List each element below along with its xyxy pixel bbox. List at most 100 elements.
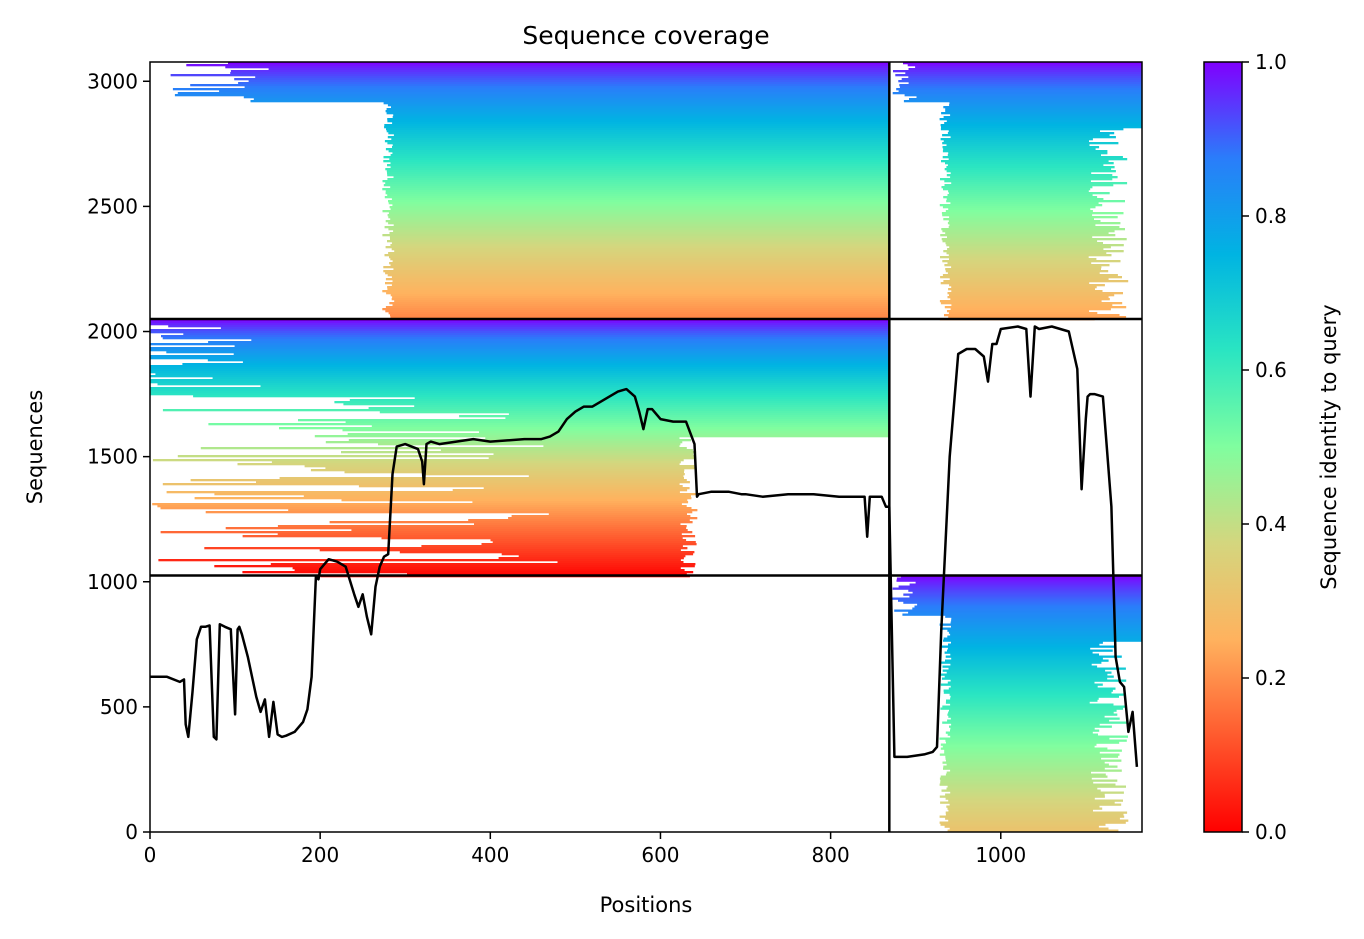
heatmap-row <box>940 276 1122 279</box>
heatmap-row <box>940 138 1093 141</box>
heatmap-row <box>383 160 890 163</box>
heatmap-row <box>334 401 890 404</box>
heatmap-row <box>908 82 1142 85</box>
heatmap-row <box>277 533 682 536</box>
heatmap-row <box>518 555 686 558</box>
heatmap-row <box>946 144 1090 147</box>
heatmap-row <box>228 62 890 65</box>
heatmap-row <box>909 583 1142 586</box>
heatmap-row <box>945 811 1128 814</box>
heatmap-row <box>947 713 1118 716</box>
x-axis-label: Positions <box>600 893 693 917</box>
heatmap-row <box>951 657 1103 660</box>
heatmap-row <box>386 108 890 111</box>
heatmap-row <box>390 162 890 165</box>
heatmap-row <box>392 260 890 263</box>
heatmap-row <box>947 681 1095 684</box>
heatmap-row <box>174 94 890 97</box>
heatmap-row <box>393 176 890 179</box>
heatmap-row <box>162 483 680 486</box>
heatmap-row <box>947 222 1121 225</box>
heatmap-row <box>349 399 890 402</box>
heatmap-row <box>543 445 680 448</box>
heatmap-row <box>948 316 1127 319</box>
heatmap-row <box>548 513 687 516</box>
heatmap-row <box>208 423 890 426</box>
y-tick-label: 2500 <box>87 194 138 218</box>
colorbar-tick-label: 0.0 <box>1255 820 1287 844</box>
heatmap-row <box>948 254 1112 257</box>
heatmap-row <box>243 96 890 99</box>
heatmap-row <box>942 150 1108 153</box>
heatmap-row <box>150 331 890 334</box>
heatmap-row <box>230 70 890 73</box>
heatmap-row <box>501 553 694 556</box>
heatmap-row <box>939 783 1116 786</box>
heatmap-row <box>915 581 1142 584</box>
heatmap-row <box>190 84 890 87</box>
heatmap-row <box>892 92 1142 95</box>
heatmap-row <box>951 290 1103 293</box>
heatmap-row <box>948 687 1116 690</box>
colorbar-tick-label: 0.2 <box>1255 666 1287 690</box>
heatmap-row <box>303 495 691 498</box>
heatmap-row <box>943 106 1142 109</box>
heatmap-row <box>384 140 890 143</box>
heatmap-row <box>946 252 1107 255</box>
heatmap-row <box>342 429 890 432</box>
heatmap-row <box>943 148 1096 151</box>
heatmap-row <box>388 202 890 205</box>
heatmap-row <box>945 755 1119 758</box>
heatmap-row <box>943 691 1112 694</box>
heatmap-row <box>170 74 890 77</box>
heatmap-row <box>385 190 890 193</box>
heatmap-row <box>943 140 1089 143</box>
heatmap-row <box>898 599 1142 602</box>
heatmap-row <box>951 182 1128 185</box>
heatmap-row <box>945 110 1142 113</box>
heatmap-row <box>388 200 890 203</box>
heatmap-row <box>944 675 1114 678</box>
y-axis-label: Sequences <box>23 390 47 505</box>
heatmap-row <box>943 116 1142 119</box>
heatmap-row <box>347 433 890 436</box>
heatmap-row <box>399 551 695 554</box>
heatmap-row <box>490 539 687 542</box>
heatmap-row <box>950 679 1127 682</box>
heatmap-row <box>940 779 1118 782</box>
heatmap-row <box>940 302 1123 305</box>
heatmap-row <box>387 178 890 181</box>
heatmap-row <box>166 491 680 494</box>
heatmap-row <box>150 381 890 384</box>
heatmap-row <box>904 94 1142 97</box>
heatmap-row <box>214 565 695 568</box>
heatmap-row <box>177 92 890 95</box>
heatmap-row <box>949 827 1109 830</box>
heatmap-row <box>942 745 1095 748</box>
heatmap-row <box>946 787 1098 790</box>
heatmap-row <box>947 635 1142 638</box>
heatmap-row <box>948 152 1108 155</box>
heatmap-row <box>279 427 890 430</box>
heatmap-row <box>951 619 1142 622</box>
heatmap-row <box>948 208 1091 211</box>
heatmap-row <box>386 170 890 173</box>
heatmap-row <box>250 100 890 103</box>
heatmap-row <box>948 667 1126 670</box>
heatmap-row <box>382 210 890 213</box>
heatmap-row <box>155 373 890 376</box>
heatmap-row <box>474 523 681 526</box>
heatmap-row <box>481 543 697 546</box>
heatmap-row <box>939 623 1142 626</box>
heatmap-row <box>950 697 1099 700</box>
heatmap-row <box>391 242 890 245</box>
heatmap-row <box>150 343 890 346</box>
heatmap-row <box>944 749 1122 752</box>
heatmap-row <box>385 192 890 195</box>
heatmap-row <box>949 104 1142 107</box>
heatmap-row <box>940 743 1097 746</box>
heatmap-row <box>390 264 890 267</box>
heatmap-row <box>393 114 890 117</box>
heatmap-row <box>917 603 1142 606</box>
heatmap-row <box>948 312 1098 315</box>
